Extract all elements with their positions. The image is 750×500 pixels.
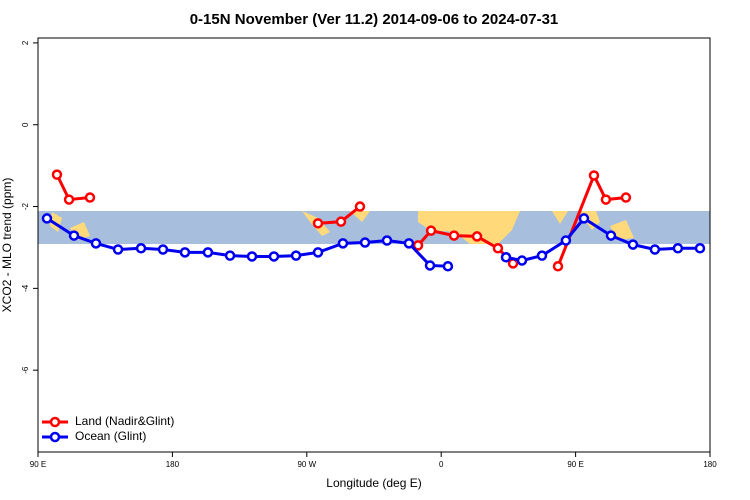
point [605,230,617,241]
y-tick-label: 2 [21,40,30,45]
point [620,192,632,203]
point [588,170,600,181]
point [600,194,612,205]
point [312,247,324,258]
point [202,247,214,258]
point [672,243,684,254]
legend-label: Ocean (Glint) [75,429,146,443]
point [84,192,96,203]
x-tick-label: 0 [439,460,444,469]
point [335,216,347,227]
point [179,247,191,258]
point [41,213,53,224]
point [68,230,80,241]
point [354,201,366,212]
point [112,244,124,255]
point [694,243,706,254]
point [442,261,454,272]
point [412,240,424,251]
point [403,238,415,249]
x-axis-label: Longitude (deg E) [326,476,421,490]
point [290,250,302,261]
point [627,239,639,250]
point [51,169,63,180]
legend-marker [49,416,61,428]
point [359,237,371,248]
plot-frame [37,37,711,453]
point [536,250,548,261]
point [224,250,236,261]
y-tick-label: -4 [21,284,30,292]
y-tick-label: -2 [21,202,30,210]
point [448,230,460,241]
x-tick-label: 90 E [567,460,583,469]
chart-title: 0-15N November (Ver 11.2) 2014-09-06 to … [190,11,559,28]
land-shape [418,211,520,244]
point [492,243,504,254]
point [560,235,572,246]
y-tick-label: -6 [21,366,30,374]
point [63,194,75,205]
point [312,218,324,229]
x-tick-label: 90 W [297,460,316,469]
x-tick-label: 180 [166,460,180,469]
point [246,251,258,262]
x-tick-label: 180 [703,460,717,469]
point [425,225,437,236]
land-shape [50,212,90,240]
point [649,244,661,255]
point [424,260,436,271]
land-shape [302,211,370,236]
point [337,238,349,249]
legend-marker [49,431,61,443]
point [578,213,590,224]
y-axis-label: XCO2 - MLO trend (ppm) [0,178,14,313]
legend-label: Land (Nadir&Glint) [75,414,174,428]
point [268,251,280,262]
point [516,255,528,266]
x-tick-label: 90 E [30,460,46,469]
point [552,261,564,272]
point [381,235,393,246]
point [471,231,483,242]
point [90,238,102,249]
point [157,244,169,255]
point [135,243,147,254]
y-tick-label: 0 [21,122,30,127]
point [500,252,512,263]
